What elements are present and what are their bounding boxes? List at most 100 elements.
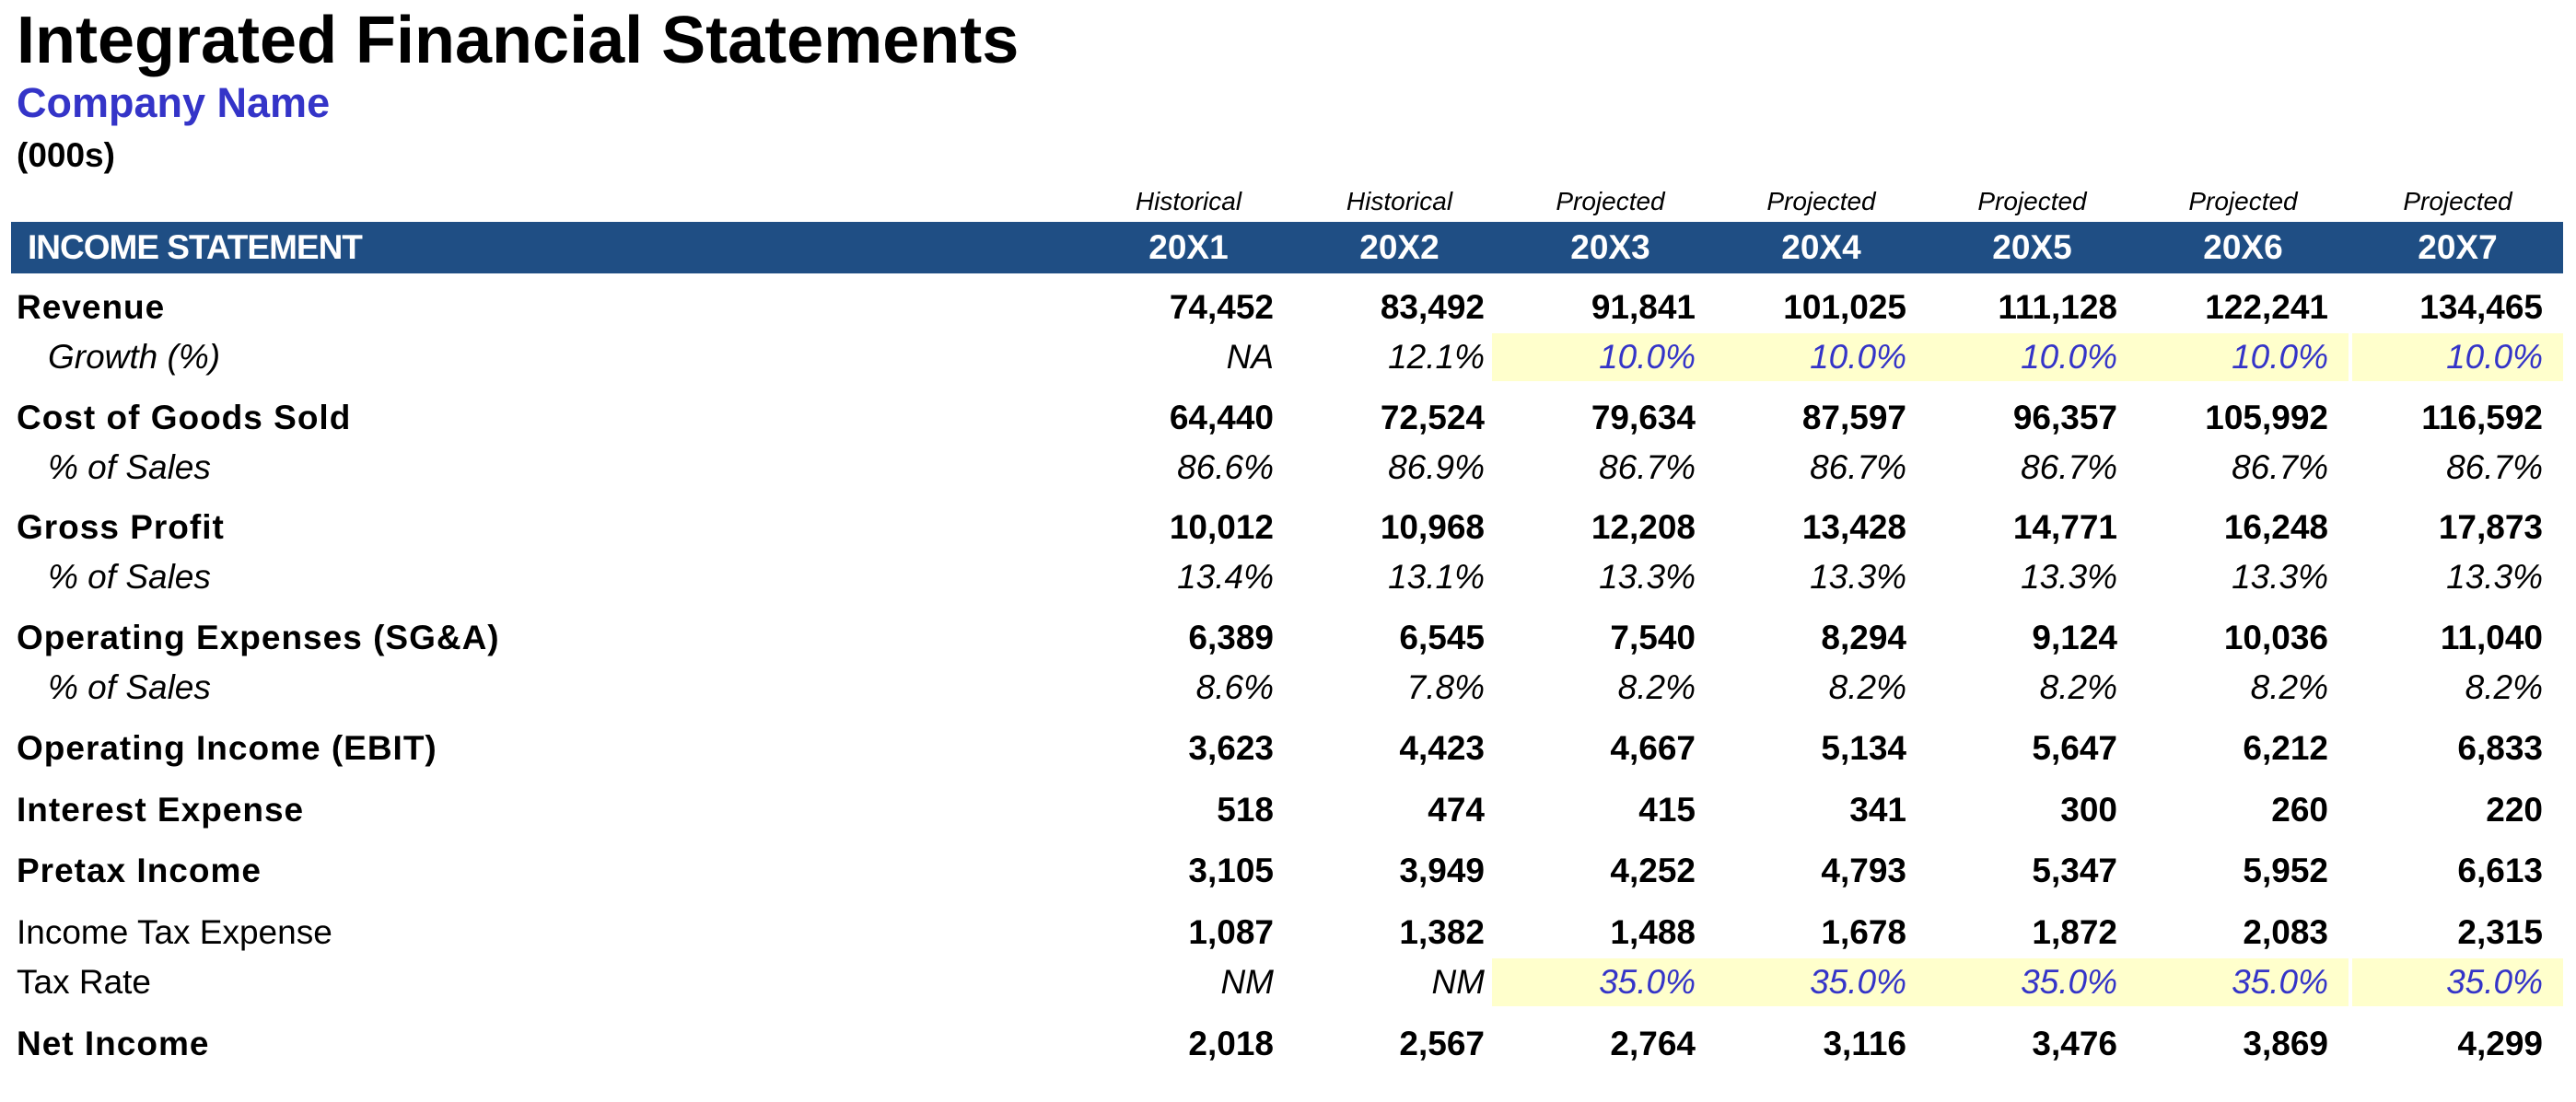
table-cell: 83,492 bbox=[1380, 288, 1485, 326]
table-cell: 3,105 bbox=[1188, 852, 1274, 889]
table-cell: 1,382 bbox=[1399, 913, 1485, 951]
table-row: Interest Expense 518 474 415 341 300 260 220 bbox=[0, 786, 2576, 834]
table-cell: 8.2% bbox=[1617, 668, 1696, 706]
table-cell: 6,212 bbox=[2243, 729, 2328, 767]
table-cell: 8.2% bbox=[1828, 668, 1906, 706]
row-label: Gross Profit bbox=[17, 508, 225, 546]
row-label: Pretax Income bbox=[17, 852, 262, 889]
table-cell: 474 bbox=[1428, 791, 1485, 829]
table-cell: 13.3% bbox=[2446, 558, 2543, 596]
table-cell[interactable]: 35.0% bbox=[1492, 958, 1716, 1006]
table-cell: 4,667 bbox=[1610, 729, 1696, 767]
year-header-20x7: 20X7 bbox=[2418, 228, 2498, 266]
table-cell: 101,025 bbox=[1783, 288, 1906, 326]
table-cell: 86.7% bbox=[2232, 448, 2328, 486]
table-cell: 260 bbox=[2271, 791, 2328, 829]
table-row: Growth (%) NA 12.1% 10.0% 10.0% 10.0% 10.0% 10.… bbox=[0, 333, 2576, 381]
table-cell: 86.6% bbox=[1177, 448, 1274, 486]
table-cell: 300 bbox=[2060, 791, 2117, 829]
table-cell: 1,678 bbox=[1821, 913, 1906, 951]
row-label: Income Tax Expense bbox=[17, 913, 332, 951]
table-cell: 14,771 bbox=[2012, 508, 2117, 546]
table-cell: 16,248 bbox=[2223, 508, 2328, 546]
table-row: Income Tax Expense 1,087 1,382 1,488 1,678 1,… bbox=[0, 909, 2576, 957]
company-name: Company Name bbox=[17, 79, 331, 126]
table-row: Pretax Income 3,105 3,949 4,252 4,793 5,347 5,… bbox=[0, 847, 2576, 895]
table-cell: 1,488 bbox=[1610, 913, 1696, 951]
table-cell: 415 bbox=[1638, 791, 1696, 829]
table-cell[interactable]: 35.0% bbox=[1716, 958, 1927, 1006]
table-cell: 13.3% bbox=[2232, 558, 2328, 596]
table-cell: 3,116 bbox=[1823, 1025, 1906, 1062]
table-cell: 87,597 bbox=[1801, 399, 1906, 436]
table-cell[interactable]: 10.0% bbox=[2138, 333, 2349, 381]
period-status-3: Projected bbox=[1556, 187, 1665, 215]
table-cell: 13.4% bbox=[1177, 558, 1274, 596]
table-cell[interactable]: 35.0% bbox=[2138, 958, 2349, 1006]
table-cell: 1,872 bbox=[2032, 913, 2117, 951]
table-row: % of Sales 13.4% 13.1% 13.3% 13.3% 13.3% 13.3%… bbox=[0, 553, 2576, 601]
table-cell: 518 bbox=[1217, 791, 1274, 829]
table-row: % of Sales 86.6% 86.9% 86.7% 86.7% 86.7% 86.7%… bbox=[0, 444, 2576, 492]
period-status-7: Projected bbox=[2403, 187, 2512, 215]
table-cell: 6,545 bbox=[1399, 619, 1485, 656]
table-cell: 5,952 bbox=[2243, 852, 2328, 889]
table-cell[interactable]: 10.0% bbox=[1716, 333, 1927, 381]
table-cell: 3,949 bbox=[1399, 852, 1485, 889]
year-header-20x2: 20X2 bbox=[1359, 228, 1440, 266]
table-cell[interactable]: 10.0% bbox=[1492, 333, 1716, 381]
table-cell: 17,873 bbox=[2438, 508, 2543, 546]
table-cell: 5,134 bbox=[1821, 729, 1906, 767]
table-cell: 13.3% bbox=[1599, 558, 1696, 596]
table-cell: 13.3% bbox=[1810, 558, 1906, 596]
table-cell[interactable]: 35.0% bbox=[1927, 958, 2138, 1006]
table-row: % of Sales 8.6% 7.8% 8.2% 8.2% 8.2% 8.2% 8.2% bbox=[0, 664, 2576, 712]
row-label: Growth (%) bbox=[48, 338, 221, 376]
table-cell: 86.7% bbox=[2021, 448, 2117, 486]
table-cell: 6,833 bbox=[2457, 729, 2543, 767]
period-status-row: Historical Historical Projected Projected Pr… bbox=[0, 184, 2576, 219]
table-cell: NA bbox=[1226, 338, 1274, 376]
row-label: Operating Expenses (SG&A) bbox=[17, 619, 500, 656]
period-status-5: Projected bbox=[1977, 187, 2087, 215]
table-cell: 2,764 bbox=[1610, 1025, 1696, 1062]
table-row: Tax Rate NM NM 35.0% 35.0% 35.0% 35.0% 35.0% bbox=[0, 958, 2576, 1006]
table-cell[interactable]: 35.0% bbox=[2352, 958, 2563, 1006]
table-cell: 91,841 bbox=[1591, 288, 1696, 326]
table-cell: NM bbox=[1431, 963, 1485, 1001]
table-cell: 3,476 bbox=[2032, 1025, 2117, 1062]
year-header-20x6: 20X6 bbox=[2203, 228, 2283, 266]
table-cell: 8.2% bbox=[2465, 668, 2543, 706]
table-cell: 86.7% bbox=[1810, 448, 1906, 486]
table-cell: 3,623 bbox=[1188, 729, 1274, 767]
table-cell[interactable]: 10.0% bbox=[2352, 333, 2563, 381]
period-status-4: Projected bbox=[1766, 187, 1876, 215]
table-row: Operating Expenses (SG&A) 6,389 6,545 7,540… bbox=[0, 614, 2576, 662]
table-cell: 2,083 bbox=[2243, 913, 2328, 951]
table-row: Net Income 2,018 2,567 2,764 3,116 3,476 3,869… bbox=[0, 1020, 2576, 1068]
table-row: Gross Profit 10,012 10,968 12,208 13,428 14,7… bbox=[0, 504, 2576, 551]
table-cell: 122,241 bbox=[2205, 288, 2328, 326]
table-cell: 86.7% bbox=[2446, 448, 2543, 486]
table-cell: 2,018 bbox=[1188, 1025, 1274, 1062]
table-cell: 13,428 bbox=[1801, 508, 1906, 546]
table-cell: 13.3% bbox=[2021, 558, 2117, 596]
table-cell: 8,294 bbox=[1821, 619, 1906, 656]
table-cell: 13.1% bbox=[1388, 558, 1485, 596]
table-cell: 10,968 bbox=[1380, 508, 1485, 546]
year-header-20x1: 20X1 bbox=[1148, 228, 1229, 266]
period-status-2: Historical bbox=[1346, 187, 1453, 215]
table-cell: 5,647 bbox=[2032, 729, 2117, 767]
table-cell: 5,347 bbox=[2032, 852, 2117, 889]
table-cell: 8.6% bbox=[1195, 668, 1274, 706]
table-cell[interactable]: 10.0% bbox=[1927, 333, 2138, 381]
table-cell: 64,440 bbox=[1169, 399, 1274, 436]
row-label: Interest Expense bbox=[17, 791, 305, 829]
table-row: Operating Income (EBIT) 3,623 4,423 4,667 5,… bbox=[0, 725, 2576, 772]
year-header-20x3: 20X3 bbox=[1570, 228, 1650, 266]
table-cell: 3,869 bbox=[2243, 1025, 2328, 1062]
table-cell: 72,524 bbox=[1380, 399, 1485, 436]
table-cell: 86.7% bbox=[1599, 448, 1696, 486]
table-cell: 134,465 bbox=[2419, 288, 2543, 326]
row-label: % of Sales bbox=[48, 668, 211, 706]
